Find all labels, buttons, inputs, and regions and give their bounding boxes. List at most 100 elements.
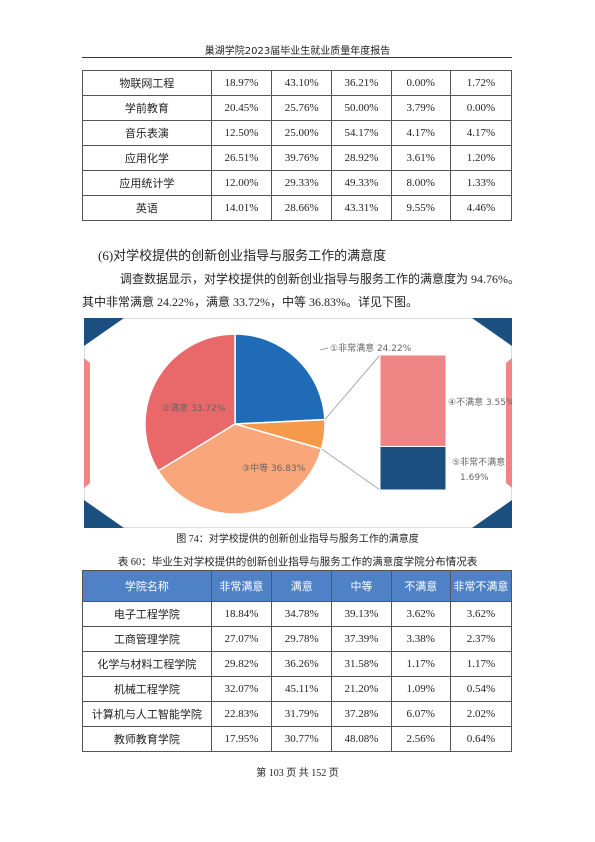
pie-slice <box>234 333 326 425</box>
table-cell: 1.17% <box>449 651 513 677</box>
table-cell: 1.72% <box>449 70 513 96</box>
slice-name: ③中等 <box>242 462 268 474</box>
connector <box>321 448 381 491</box>
table-cell: 9.55% <box>390 195 451 221</box>
figure-caption: 图 74：对学校提供的创新创业指导与服务工作的满意度 <box>176 534 419 545</box>
table-cell: 3.61% <box>390 145 451 171</box>
table-cell: 物联网工程 <box>82 70 212 96</box>
table-cell: 非常满意 <box>210 570 273 602</box>
slice-label: ②满意 33.72% <box>162 402 226 414</box>
slice-name: ①非常满意 <box>330 342 374 354</box>
table-cell: 1.20% <box>449 145 513 171</box>
slice-value: 36.83% <box>271 464 306 474</box>
slice-label: ①非常满意 24.22% <box>330 342 412 354</box>
table-cell: 50.00% <box>331 95 392 121</box>
page-header: 巢湖学院2023届毕业生就业质量年度报告 <box>204 46 391 57</box>
bar-segment <box>379 445 447 491</box>
table-cell: 17.95% <box>210 726 273 752</box>
table-cell: 25.76% <box>271 95 333 121</box>
table-cell: 2.37% <box>449 626 513 652</box>
slice-label: ④不满意 3.55% <box>448 396 512 408</box>
slice-name: ⑤非常不满意 <box>452 456 505 468</box>
table-cell: 满意 <box>271 570 333 602</box>
table-cell: 学前教育 <box>82 95 212 121</box>
table-cell: 机械工程学院 <box>82 676 212 702</box>
slice-label: ③中等 36.83% <box>242 462 306 474</box>
table-cell: 31.58% <box>331 651 392 677</box>
connector <box>324 354 381 420</box>
table-row: 音乐表演 12.50% 25.00% 54.17% 4.17% 4.17% <box>82 120 513 146</box>
table-row: 电子工程学院 18.84% 34.78% 39.13% 3.62% 3.62% <box>82 601 513 627</box>
pie-slice <box>144 333 236 472</box>
slice-label: ⑤非常不满意 1.69% <box>452 456 505 483</box>
figure: ①非常满意 24.22% ③中等 36.83% ②满意 33.72% ④不满意 3.5… <box>84 318 512 528</box>
table-cell: 45.11% <box>271 676 333 702</box>
table-cell: 2.56% <box>390 726 451 752</box>
table-cell: 12.50% <box>210 120 273 146</box>
table-cell: 4.17% <box>390 120 451 146</box>
decoration <box>506 358 512 488</box>
table-cell: 4.17% <box>449 120 513 146</box>
table-row: 应用化学 26.51% 39.76% 28.92% 3.61% 1.20% <box>82 145 513 171</box>
table-cell: 1.17% <box>390 651 451 677</box>
table-cell: 18.97% <box>210 70 273 96</box>
table-cell: 43.10% <box>271 70 333 96</box>
leader <box>319 347 329 351</box>
table-cell: 21.20% <box>331 676 392 702</box>
header-rule <box>82 57 512 58</box>
table-row: 化学与材料工程学院 29.82% 36.26% 31.58% 1.17% 1.17% <box>82 651 513 677</box>
table-cell: 英语 <box>82 195 212 221</box>
table-cell: 22.83% <box>210 701 273 727</box>
decoration <box>84 358 90 488</box>
table-cell: 36.26% <box>271 651 333 677</box>
table-cell: 34.78% <box>271 601 333 627</box>
table-cell: 29.78% <box>271 626 333 652</box>
table-cell: 54.17% <box>331 120 392 146</box>
table-cell: 1.33% <box>449 170 513 196</box>
section-heading: (6)对学校提供的创新创业指导与服务工作的满意度 <box>98 248 387 263</box>
table-cell: 27.07% <box>210 626 273 652</box>
decoration <box>472 318 512 346</box>
table-cell: 37.39% <box>331 626 392 652</box>
table-row: 英语 14.01% 28.66% 43.31% 9.55% 4.46% <box>82 195 513 221</box>
bar-segment <box>379 354 447 447</box>
table-cell: 学院名称 <box>82 570 212 602</box>
paragraph-line: 其中非常满意 24.22%，满意 33.72%，中等 36.83%。详见下图。 <box>82 295 418 309</box>
slice-name: ④不满意 <box>448 396 483 408</box>
slice-name: ②满意 <box>162 402 188 414</box>
table-cell: 12.00% <box>210 170 273 196</box>
table-cell: 28.66% <box>271 195 333 221</box>
table-row: 工商管理学院 27.07% 29.78% 37.39% 3.38% 2.37% <box>82 626 513 652</box>
table-cell: 0.00% <box>390 70 451 96</box>
table-cell: 计算机与人工智能学院 <box>82 701 212 727</box>
table-title: 表 60：毕业生对学校提供的创新创业指导与服务工作的满意度学院分布情况表 <box>117 557 478 568</box>
table-cell: 1.09% <box>390 676 451 702</box>
table-cell: 中等 <box>331 570 392 602</box>
table-cell: 26.51% <box>210 145 273 171</box>
table-cell: 3.62% <box>390 601 451 627</box>
table-2: 学院名称 非常满意 满意 中等 不满意 非常不满意 电子工程学院 18.84% 34.78% 39… <box>82 570 513 752</box>
table-1: 物联网工程 18.97% 43.10% 36.21% 0.00% 1.72% 学前教育 20.… <box>82 70 513 221</box>
table-cell: 2.02% <box>449 701 513 727</box>
table-row: 物联网工程 18.97% 43.10% 36.21% 0.00% 1.72% <box>82 70 513 96</box>
table-cell: 20.45% <box>210 95 273 121</box>
table-cell: 3.38% <box>390 626 451 652</box>
table-cell: 不满意 <box>390 570 451 602</box>
table-row: 教师教育学院 17.95% 30.77% 48.08% 2.56% 0.64% <box>82 726 513 752</box>
table-cell: 4.46% <box>449 195 513 221</box>
table-cell: 非常不满意 <box>449 570 513 602</box>
table-cell: 3.62% <box>449 601 513 627</box>
table-cell: 25.00% <box>271 120 333 146</box>
table-cell: 教师教育学院 <box>82 726 212 752</box>
table-cell: 3.79% <box>390 95 451 121</box>
table-cell: 49.33% <box>331 170 392 196</box>
table-cell: 37.28% <box>331 701 392 727</box>
decoration <box>84 318 124 346</box>
table-cell: 应用统计学 <box>82 170 212 196</box>
table-row: 学院名称 非常满意 满意 中等 不满意 非常不满意 <box>82 570 513 602</box>
table-cell: 29.33% <box>271 170 333 196</box>
table-cell: 0.00% <box>449 95 513 121</box>
table-row: 学前教育 20.45% 25.76% 50.00% 3.79% 0.00% <box>82 95 513 121</box>
paragraph-line: 调查数据显示，对学校提供的创新创业指导与服务工作的满意度为 94.76%。 <box>120 272 520 286</box>
